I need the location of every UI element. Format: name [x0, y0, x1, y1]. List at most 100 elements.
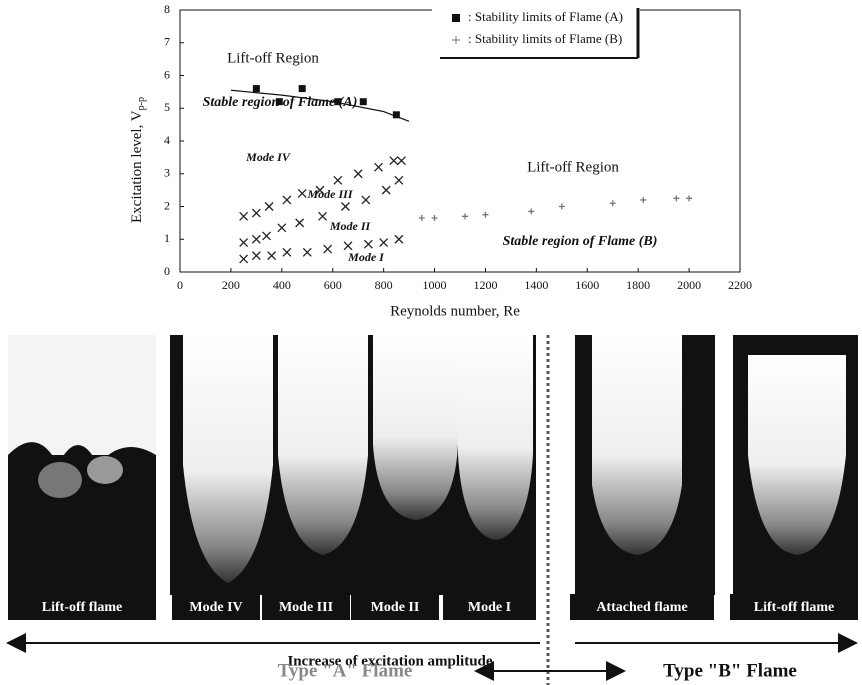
point	[462, 213, 469, 220]
photo-label: Lift-off flame	[754, 600, 834, 615]
y-tick-label: 0	[164, 264, 170, 278]
point	[282, 195, 292, 205]
point	[277, 223, 287, 233]
point	[558, 203, 565, 210]
point	[374, 162, 384, 172]
x-tick-label: 0	[177, 278, 183, 292]
annotation: Mode II	[329, 219, 372, 233]
flame-blob	[87, 456, 123, 484]
y-tick-label: 7	[164, 35, 170, 49]
x-tick-label: 1600	[575, 278, 599, 292]
x-tick-label: 200	[222, 278, 240, 292]
point	[343, 241, 353, 251]
point	[392, 111, 400, 119]
point	[363, 239, 373, 249]
label-box	[570, 594, 714, 620]
flame-edge	[8, 442, 156, 535]
flame	[458, 335, 533, 540]
arrow-text: Increase of excitation amplitude	[287, 653, 492, 669]
y-tick-label: 6	[164, 67, 170, 81]
point	[640, 196, 647, 203]
point	[528, 208, 535, 215]
point	[359, 98, 367, 106]
y-axis-label: Excitation level, Vp-p	[129, 97, 147, 223]
point	[418, 214, 425, 221]
point	[609, 200, 616, 207]
x-tick-label: 1200	[473, 278, 497, 292]
y-tick-label: 2	[164, 198, 170, 212]
point	[302, 247, 312, 257]
point	[323, 244, 333, 254]
x-tick-label: 1400	[524, 278, 548, 292]
x-tick-label: 1000	[423, 278, 447, 292]
photo-label: Mode III	[279, 600, 333, 615]
label-box	[172, 594, 260, 620]
point	[297, 188, 307, 198]
point	[686, 195, 693, 202]
point	[267, 251, 277, 261]
y-tick-label: 3	[164, 166, 170, 180]
chart: Reynolds number, Re Excitation level, Vp…	[129, 2, 752, 320]
point	[333, 175, 343, 185]
y-tick-label: 4	[164, 133, 170, 147]
x-tick-label: 800	[375, 278, 393, 292]
legend-label: : Stability limits of Flame (B)	[468, 31, 622, 46]
y-tick-label: 5	[164, 100, 170, 114]
annotation: Stable region of Flame (B)	[503, 234, 658, 249]
point	[251, 234, 261, 244]
annotation: Mode IV	[245, 150, 291, 164]
photo-label: Lift-off flame	[42, 600, 122, 615]
photo-label: Mode IV	[189, 600, 242, 615]
trend-line	[230, 89, 410, 122]
point	[282, 247, 292, 257]
x-tick-label: 2200	[728, 278, 752, 292]
flame-blob	[38, 462, 82, 498]
y-axis-label-main: Excitation level, V	[129, 110, 145, 223]
point	[264, 202, 274, 211]
annotation: Mode I	[347, 250, 385, 264]
point	[251, 208, 261, 218]
point	[239, 254, 249, 264]
annotation: Lift-off Region	[527, 159, 619, 175]
photo-label: Mode I	[468, 600, 511, 615]
x-axis-label: Reynolds number, Re	[390, 303, 520, 319]
legend-marker	[452, 36, 460, 44]
type-b: Type "B" Flame	[663, 660, 797, 681]
flame	[183, 335, 273, 583]
flame	[373, 335, 458, 520]
point	[334, 98, 342, 106]
point	[239, 211, 249, 221]
photos: Increase of excitation amplitude Type "A…	[6, 335, 858, 685]
point	[482, 211, 489, 218]
point	[396, 156, 406, 166]
point	[298, 85, 306, 93]
y-tick-label: 1	[164, 231, 170, 245]
legend-box	[432, 5, 640, 59]
point	[394, 234, 404, 244]
label-box	[443, 594, 536, 620]
point	[381, 185, 391, 195]
photo-label: Attached flame	[596, 600, 687, 615]
y-axis-label-sub: p-p	[136, 97, 147, 110]
flame	[748, 355, 846, 555]
y-tick-label: 8	[164, 2, 170, 16]
point	[251, 251, 261, 261]
point	[353, 169, 363, 179]
flame	[592, 335, 682, 555]
point	[379, 238, 389, 247]
label-box	[8, 594, 156, 620]
annotation: Lift-off Region	[227, 50, 319, 66]
x-tick-label: 400	[273, 278, 291, 292]
label-box	[351, 594, 439, 620]
point	[318, 211, 328, 221]
point	[389, 156, 399, 166]
label-box	[730, 594, 858, 620]
point	[340, 202, 350, 211]
point	[275, 98, 283, 106]
annotation: Mode III	[306, 187, 353, 201]
x-tick-label: 1800	[626, 278, 650, 292]
point	[361, 195, 371, 205]
x-tick-label: 600	[324, 278, 342, 292]
point	[252, 85, 260, 93]
point	[394, 175, 404, 185]
